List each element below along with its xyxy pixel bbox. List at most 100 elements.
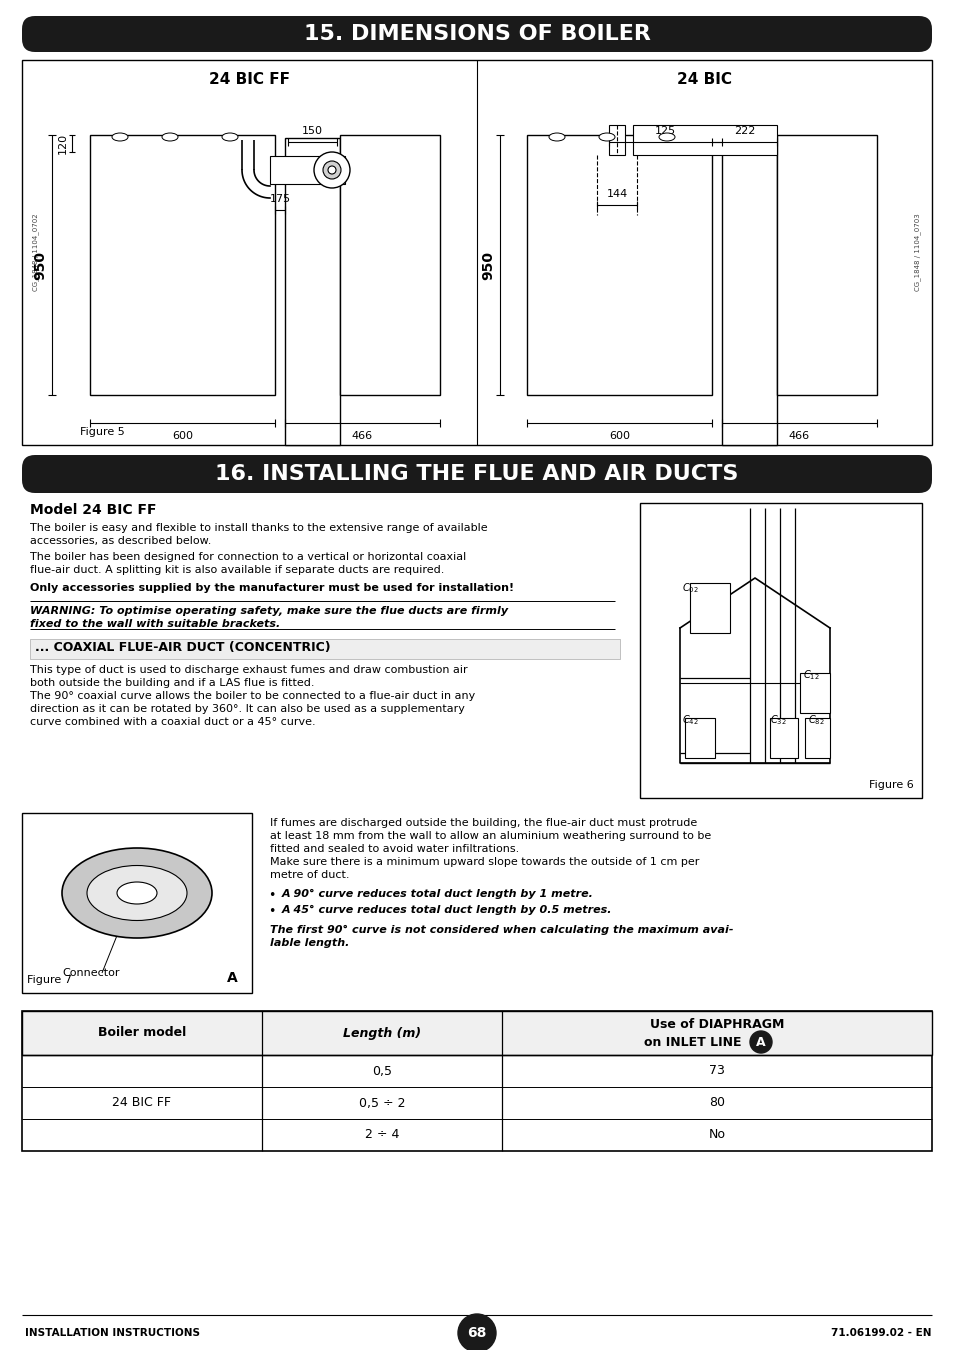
- Text: 71.06199.02 - EN: 71.06199.02 - EN: [831, 1328, 931, 1338]
- Bar: [30, 639, 619, 659]
- Text: 950: 950: [480, 251, 495, 279]
- Bar: [776, 135, 876, 396]
- Text: 68: 68: [467, 1326, 486, 1341]
- Circle shape: [314, 153, 350, 188]
- Ellipse shape: [761, 134, 781, 147]
- Bar: [800, 674, 829, 713]
- Circle shape: [457, 1314, 496, 1350]
- Bar: [270, 157, 345, 184]
- Text: 0,5: 0,5: [372, 1065, 392, 1077]
- Bar: [22, 1011, 931, 1152]
- Text: No: No: [708, 1129, 724, 1142]
- Text: 466: 466: [788, 431, 809, 441]
- Text: CG_1848 / 1104_0702: CG_1848 / 1104_0702: [32, 213, 39, 292]
- Bar: [769, 718, 797, 757]
- Text: A: A: [756, 1035, 765, 1049]
- Text: A 45° curve reduces total duct length by 0.5 metres.: A 45° curve reduces total duct length by…: [282, 904, 612, 915]
- Text: 80: 80: [708, 1096, 724, 1110]
- Text: ... COAXIAL FLUE-AIR DUCT (CONCENTRIC): ... COAXIAL FLUE-AIR DUCT (CONCENTRIC): [35, 641, 331, 653]
- Bar: [684, 718, 714, 757]
- Text: Length (m): Length (m): [342, 1026, 420, 1040]
- Text: on INLET LINE: on INLET LINE: [643, 1035, 745, 1049]
- Ellipse shape: [162, 134, 178, 140]
- Text: The boiler has been designed for connection to a vertical or horizontal coaxial: The boiler has been designed for connect…: [30, 552, 466, 562]
- Ellipse shape: [598, 134, 615, 140]
- Text: accessories, as described below.: accessories, as described below.: [30, 536, 212, 545]
- Bar: [22, 59, 931, 446]
- Text: The boiler is easy and flexible to install thanks to the extensive range of avai: The boiler is easy and flexible to insta…: [30, 522, 487, 533]
- Text: •: •: [268, 890, 275, 902]
- Bar: [721, 138, 776, 446]
- Text: Connector: Connector: [62, 968, 119, 977]
- Text: $C_{82}$: $C_{82}$: [807, 713, 823, 726]
- Text: •: •: [268, 904, 275, 918]
- Text: both outside the building and if a LAS flue is fitted.: both outside the building and if a LAS f…: [30, 678, 314, 688]
- Text: If fumes are discharged outside the building, the flue-air duct must protrude: If fumes are discharged outside the buil…: [270, 818, 697, 828]
- Text: 0,5 ÷ 2: 0,5 ÷ 2: [358, 1096, 405, 1110]
- Ellipse shape: [222, 134, 237, 140]
- Text: curve combined with a coaxial duct or a 45° curve.: curve combined with a coaxial duct or a …: [30, 717, 315, 728]
- Text: 600: 600: [608, 431, 629, 441]
- Text: 16. INSTALLING THE FLUE AND AIR DUCTS: 16. INSTALLING THE FLUE AND AIR DUCTS: [215, 464, 738, 485]
- Text: Figure 7: Figure 7: [27, 975, 71, 985]
- Bar: [22, 1011, 931, 1054]
- FancyBboxPatch shape: [22, 455, 931, 493]
- Text: Figure 5: Figure 5: [80, 427, 125, 437]
- Text: 24 BIC FF: 24 BIC FF: [112, 1096, 172, 1110]
- Text: metre of duct.: metre of duct.: [270, 869, 349, 880]
- Text: Figure 6: Figure 6: [868, 780, 913, 790]
- Text: $C_{42}$: $C_{42}$: [681, 713, 698, 726]
- Text: Make sure there is a minimum upward slope towards the outside of 1 cm per: Make sure there is a minimum upward slop…: [270, 857, 699, 867]
- Text: Only accessories supplied by the manufacturer must be used for installation!: Only accessories supplied by the manufac…: [30, 583, 514, 593]
- Text: 24 BIC: 24 BIC: [677, 73, 731, 88]
- Text: $C_{12}$: $C_{12}$: [802, 668, 819, 682]
- Circle shape: [328, 166, 335, 174]
- Text: Use of DIAPHRAGM: Use of DIAPHRAGM: [649, 1018, 783, 1030]
- Text: fixed to the wall with suitable brackets.: fixed to the wall with suitable brackets…: [30, 620, 280, 629]
- Text: Model 24 BIC FF: Model 24 BIC FF: [30, 504, 156, 517]
- Ellipse shape: [659, 134, 675, 140]
- Text: 144: 144: [606, 189, 627, 198]
- Bar: [285, 138, 339, 446]
- Circle shape: [749, 1031, 771, 1053]
- Text: This type of duct is used to discharge exhaust fumes and draw combustion air: This type of duct is used to discharge e…: [30, 666, 467, 675]
- Ellipse shape: [62, 848, 212, 938]
- Text: 24 BIC FF: 24 BIC FF: [209, 73, 290, 88]
- Text: flue-air duct. A splitting kit is also available if separate ducts are required.: flue-air duct. A splitting kit is also a…: [30, 566, 444, 575]
- Text: 175: 175: [269, 194, 291, 204]
- Text: 466: 466: [352, 431, 373, 441]
- Text: fitted and sealed to avoid water infiltrations.: fitted and sealed to avoid water infiltr…: [270, 844, 518, 855]
- Bar: [22, 813, 252, 994]
- Bar: [633, 126, 776, 155]
- Circle shape: [323, 161, 340, 180]
- Ellipse shape: [87, 865, 187, 921]
- Bar: [639, 504, 921, 798]
- Ellipse shape: [548, 134, 564, 140]
- Bar: [339, 135, 439, 396]
- Text: $C_{32}$: $C_{32}$: [769, 713, 786, 726]
- Bar: [689, 583, 729, 633]
- Ellipse shape: [117, 882, 157, 905]
- Text: 125: 125: [655, 126, 676, 136]
- Text: A 90° curve reduces total duct length by 1 metre.: A 90° curve reduces total duct length by…: [282, 890, 594, 899]
- Text: CG_1848 / 1104_0703: CG_1848 / 1104_0703: [914, 213, 921, 292]
- Text: 73: 73: [708, 1065, 724, 1077]
- Text: $C_{02}$: $C_{02}$: [681, 580, 698, 595]
- Bar: [90, 135, 274, 396]
- Text: 600: 600: [172, 431, 193, 441]
- Bar: [608, 126, 624, 155]
- Text: 222: 222: [733, 126, 755, 136]
- Text: The first 90° curve is not considered when calculating the maximum avai-: The first 90° curve is not considered wh…: [270, 925, 733, 936]
- Text: WARNING: To optimise operating safety, make sure the flue ducts are firmly: WARNING: To optimise operating safety, m…: [30, 606, 508, 616]
- Text: 950: 950: [33, 251, 47, 279]
- Text: INSTALLATION INSTRUCTIONS: INSTALLATION INSTRUCTIONS: [25, 1328, 200, 1338]
- Text: 120: 120: [58, 132, 68, 154]
- Bar: [526, 135, 711, 396]
- Text: Boiler model: Boiler model: [98, 1026, 186, 1040]
- Text: 150: 150: [302, 126, 323, 136]
- Ellipse shape: [112, 134, 128, 140]
- Text: lable length.: lable length.: [270, 938, 349, 948]
- Text: The 90° coaxial curve allows the boiler to be connected to a flue-air duct in an: The 90° coaxial curve allows the boiler …: [30, 691, 475, 701]
- FancyBboxPatch shape: [22, 16, 931, 53]
- Text: direction as it can be rotated by 360°. It can also be used as a supplementary: direction as it can be rotated by 360°. …: [30, 703, 464, 714]
